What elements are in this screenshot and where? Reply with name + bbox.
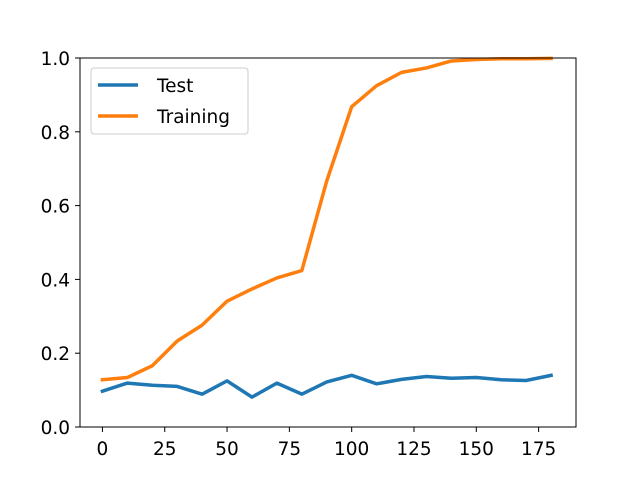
x-tick-label: 150 <box>459 439 494 460</box>
x-tick-label: 100 <box>334 439 369 460</box>
x-tick-label: 0 <box>97 439 109 460</box>
series-line-test <box>100 373 554 399</box>
y-tick-label: 0.0 <box>41 418 70 439</box>
x-axis: 0 25 50 75 100 125 150 175 <box>97 427 556 460</box>
x-tick-label: 75 <box>278 439 302 460</box>
y-axis: 0.0 0.2 0.4 0.6 0.8 1.0 <box>41 49 80 439</box>
legend-label: Training <box>156 107 230 128</box>
y-tick-label: 0.8 <box>41 123 70 144</box>
plot-area <box>79 56 577 428</box>
series-line-training <box>100 56 553 382</box>
legend-label: Test <box>156 76 193 97</box>
x-tick-label: 25 <box>153 439 177 460</box>
x-tick-label: 125 <box>396 439 431 460</box>
plot-frame <box>79 57 577 428</box>
y-tick-label: 0.6 <box>41 197 70 218</box>
legend: Test Training <box>90 67 249 135</box>
y-tick-label: 0.4 <box>41 270 70 291</box>
y-tick-label: 1.0 <box>41 49 70 70</box>
x-tick-label: 50 <box>215 439 239 460</box>
x-tick-label: 175 <box>521 439 556 460</box>
y-tick-label: 0.2 <box>41 344 70 365</box>
